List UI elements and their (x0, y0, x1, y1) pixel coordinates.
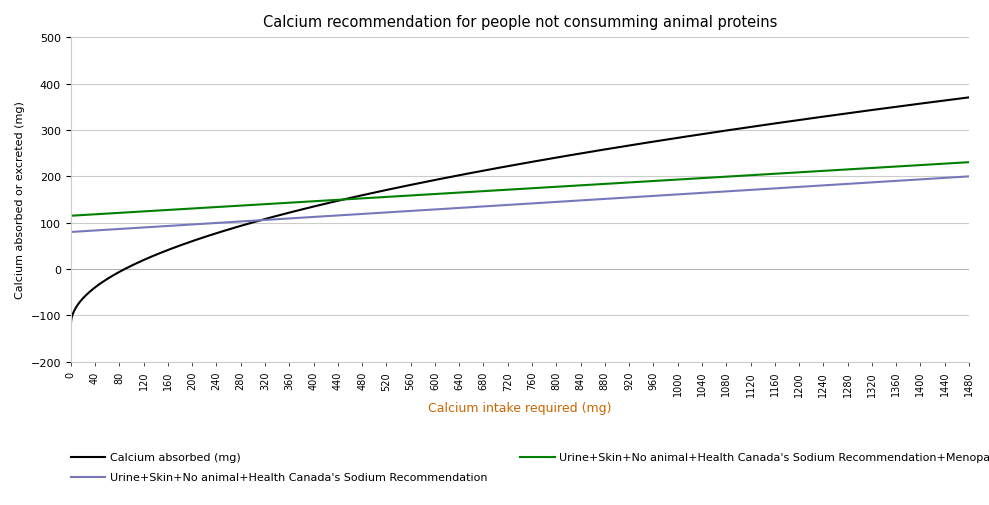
Text: Urine+Skin+No animal+Health Canada's Sodium Recommendation: Urine+Skin+No animal+Health Canada's Sod… (111, 472, 488, 482)
Text: Calcium absorbed (mg): Calcium absorbed (mg) (111, 452, 241, 462)
Text: Urine+Skin+No animal+Health Canada's Sodium Recommendation+Menopause: Urine+Skin+No animal+Health Canada's Sod… (560, 452, 989, 462)
Title: Calcium recommendation for people not consumming animal proteins: Calcium recommendation for people not co… (263, 15, 777, 30)
X-axis label: Calcium intake required (mg): Calcium intake required (mg) (428, 401, 611, 414)
Y-axis label: Calcium absorbed or excreted (mg): Calcium absorbed or excreted (mg) (15, 102, 25, 299)
